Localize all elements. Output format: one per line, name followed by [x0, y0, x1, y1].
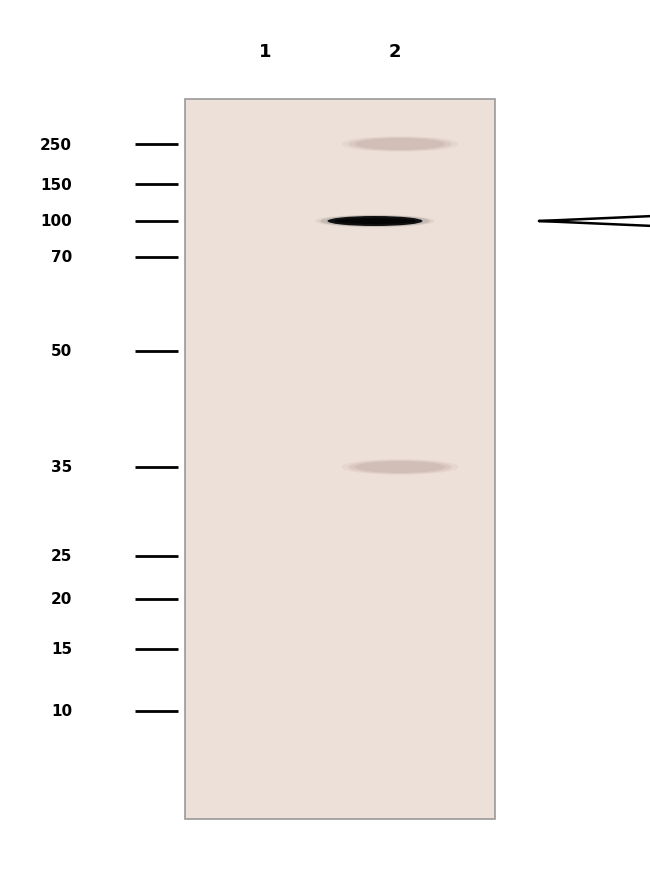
- Text: 35: 35: [51, 460, 72, 475]
- Text: 150: 150: [40, 177, 72, 192]
- Text: 250: 250: [40, 137, 72, 152]
- Ellipse shape: [348, 138, 452, 152]
- Ellipse shape: [341, 460, 458, 475]
- Ellipse shape: [328, 216, 422, 227]
- Ellipse shape: [355, 139, 445, 151]
- Ellipse shape: [355, 461, 445, 474]
- Ellipse shape: [341, 137, 458, 153]
- Text: 1: 1: [259, 43, 271, 61]
- Text: 10: 10: [51, 704, 72, 719]
- Ellipse shape: [348, 461, 452, 474]
- Text: 50: 50: [51, 344, 72, 359]
- Text: 25: 25: [51, 549, 72, 564]
- Text: 70: 70: [51, 250, 72, 265]
- Text: 20: 20: [51, 592, 72, 607]
- Ellipse shape: [316, 216, 434, 228]
- Text: 2: 2: [389, 43, 401, 61]
- Bar: [185, 100, 495, 819]
- Text: 15: 15: [51, 642, 72, 657]
- Text: 100: 100: [40, 215, 72, 229]
- Ellipse shape: [335, 219, 415, 225]
- Ellipse shape: [320, 216, 430, 228]
